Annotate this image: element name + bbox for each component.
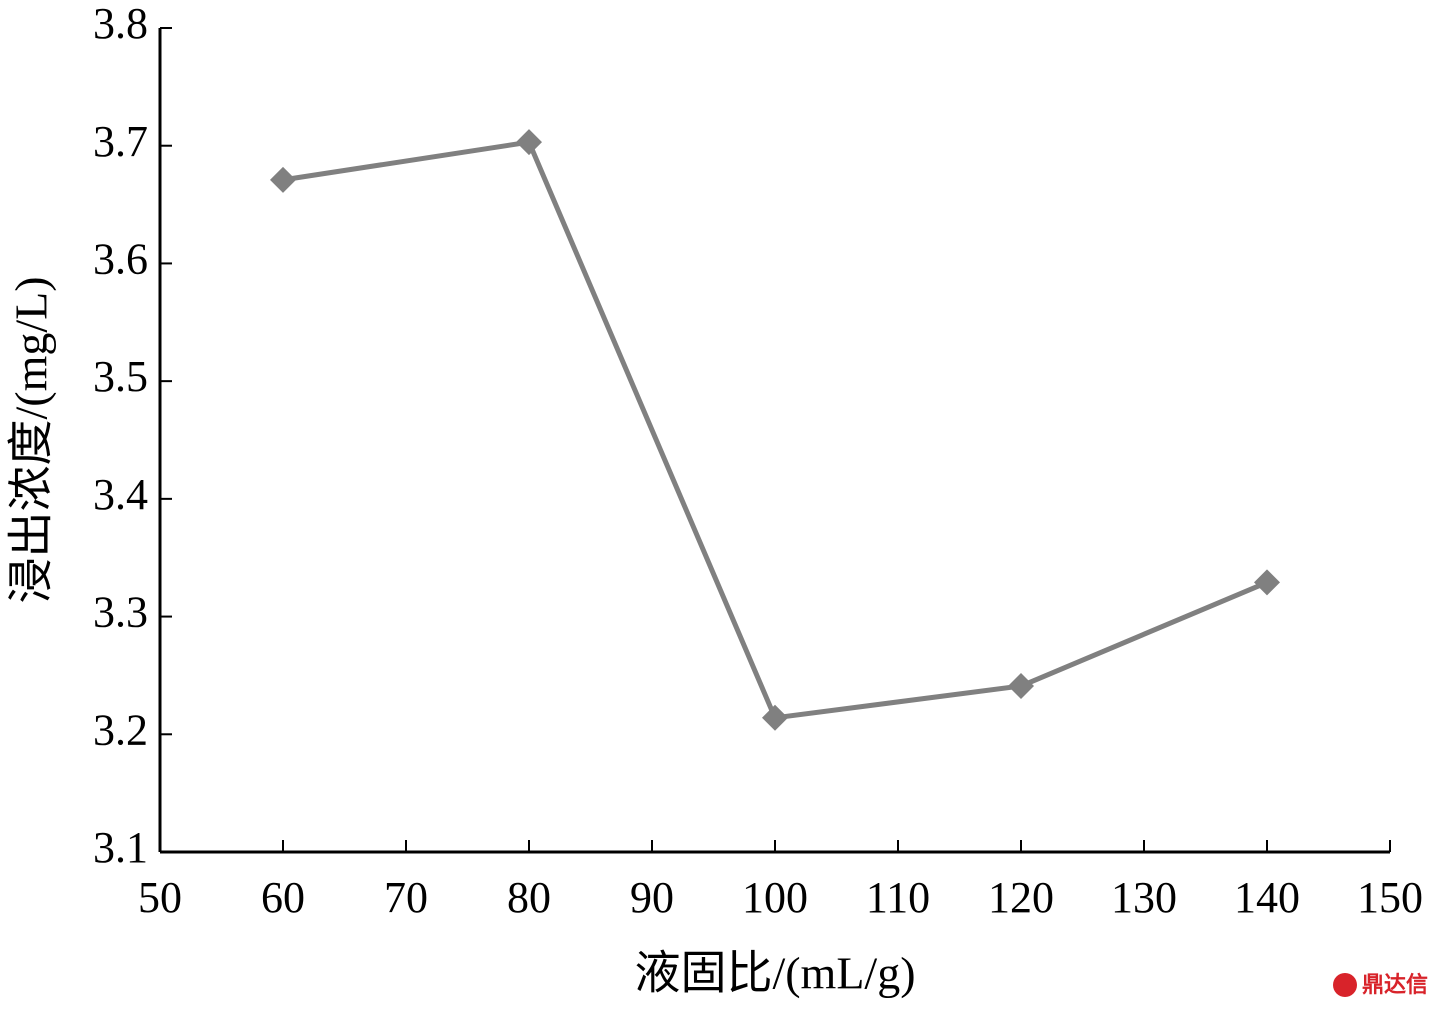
y-tick-label: 3.6: [93, 235, 148, 284]
y-tick-label: 3.2: [93, 705, 148, 754]
y-tick-label: 3.4: [93, 470, 148, 519]
point-marker: [516, 129, 542, 156]
x-tick-label: 50: [138, 873, 182, 922]
point-marker: [1254, 569, 1280, 596]
x-axis-title: 液固比/(mL/g): [634, 948, 915, 999]
x-tick-label: 100: [742, 873, 808, 922]
watermark: 鼎达信: [1362, 972, 1428, 998]
y-tick-label: 3.5: [93, 352, 148, 401]
x-tick-label: 120: [988, 873, 1054, 922]
x-tick-label: 70: [384, 873, 428, 922]
point-marker: [270, 166, 296, 193]
x-tick-label: 110: [866, 873, 930, 922]
x-tick-label: 130: [1111, 873, 1177, 922]
point-marker: [1008, 673, 1034, 700]
x-tick-label: 60: [261, 873, 305, 922]
x-tick-label: 90: [630, 873, 674, 922]
watermark-badge: 鼎达信: [1333, 972, 1428, 998]
y-tick-label: 3.1: [93, 823, 148, 872]
watermark-icon: [1333, 973, 1357, 997]
y-tick-label: 3.7: [93, 117, 148, 166]
y-tick-label: 3.8: [93, 0, 148, 48]
y-tick-label: 3.3: [93, 588, 148, 637]
point-marker: [762, 704, 788, 731]
x-tick-label: 150: [1357, 873, 1423, 922]
series-line: [282, 139, 1268, 721]
x-tick-label: 80: [507, 873, 551, 922]
x-tick-label: 140: [1234, 873, 1300, 922]
y-axis-title: 浸出浓度/(mg/L): [6, 276, 57, 603]
